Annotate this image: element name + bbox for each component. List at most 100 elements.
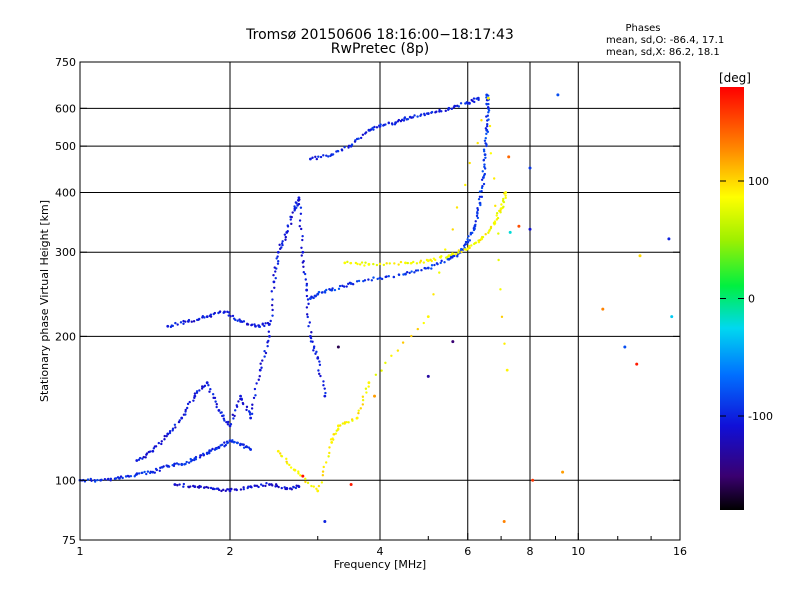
- data-point: [504, 191, 508, 194]
- data-point: [443, 261, 446, 264]
- data-point: [250, 407, 254, 410]
- data-point: [297, 472, 300, 475]
- data-point: [299, 206, 303, 209]
- data-point: [184, 320, 187, 323]
- data-point: [322, 465, 325, 469]
- data-point: [184, 413, 187, 416]
- data-point: [261, 322, 264, 325]
- data-point: [234, 318, 237, 322]
- data-point: [354, 139, 357, 142]
- data-point: [207, 384, 210, 387]
- data-point: [239, 394, 242, 398]
- data-point: [268, 322, 271, 326]
- data-point: [227, 314, 230, 317]
- data-point: [478, 195, 482, 199]
- data-point: [453, 254, 456, 258]
- data-point: [334, 432, 338, 435]
- phases-heading: Phases: [625, 23, 660, 34]
- data-point: [278, 243, 281, 247]
- data-point: [360, 261, 364, 264]
- data-point: [284, 238, 287, 241]
- data-point: [220, 489, 223, 493]
- data-point: [217, 445, 220, 449]
- data-point: [369, 128, 373, 131]
- data-point: [355, 416, 359, 420]
- data-point: [363, 264, 366, 267]
- data-point: [337, 427, 340, 430]
- data-point: [340, 148, 344, 151]
- data-point: [241, 443, 245, 446]
- data-point: [189, 485, 192, 488]
- phases-line-x: mean, sd,X: 86.2, 18.1: [606, 47, 720, 58]
- data-point: [349, 261, 353, 265]
- data-point: [250, 323, 254, 326]
- data-point: [528, 227, 532, 231]
- data-point: [409, 262, 413, 265]
- data-point: [484, 156, 487, 160]
- data-point: [135, 459, 139, 462]
- data-point: [508, 230, 512, 234]
- data-point: [254, 394, 257, 397]
- data-point: [229, 422, 233, 426]
- data-point: [390, 122, 394, 125]
- data-point: [670, 315, 674, 319]
- data-point: [397, 118, 401, 122]
- data-point: [463, 243, 467, 246]
- data-point: [447, 106, 451, 110]
- data-point: [273, 286, 276, 289]
- data-point: [227, 311, 231, 314]
- data-point: [345, 420, 348, 424]
- data-point: [460, 250, 463, 254]
- x-tick-label: 10: [571, 545, 585, 558]
- data-point: [483, 165, 486, 169]
- data-point: [174, 426, 177, 429]
- data-point: [309, 157, 312, 161]
- data-point: [457, 105, 461, 108]
- data-point: [384, 361, 387, 365]
- data-point: [303, 272, 307, 276]
- data-point: [263, 324, 266, 328]
- data-point: [355, 280, 359, 283]
- data-point: [341, 422, 345, 425]
- data-point: [143, 470, 146, 474]
- data-point: [247, 485, 250, 488]
- data-point: [357, 409, 360, 412]
- data-point: [217, 409, 221, 412]
- data-point: [561, 470, 565, 474]
- data-point: [202, 453, 206, 457]
- data-point: [450, 107, 454, 111]
- data-point: [480, 189, 483, 193]
- data-point: [146, 470, 150, 473]
- data-point: [292, 485, 295, 489]
- data-point: [494, 204, 497, 208]
- data-point: [280, 242, 284, 245]
- data-point: [199, 485, 203, 488]
- data-point: [149, 450, 152, 453]
- x-tick-label: 4: [377, 545, 384, 558]
- data-point: [475, 214, 479, 218]
- data-point: [293, 205, 296, 208]
- data-point: [307, 324, 310, 328]
- data-point: [351, 283, 355, 286]
- data-point: [307, 302, 310, 306]
- data-point: [328, 451, 331, 455]
- data-point: [414, 269, 418, 272]
- data-point: [289, 487, 292, 490]
- data-point: [487, 111, 490, 114]
- data-point: [315, 157, 319, 161]
- data-point: [135, 472, 139, 475]
- data-point: [299, 474, 302, 477]
- data-point: [328, 287, 331, 291]
- data-point: [257, 485, 260, 489]
- data-point: [426, 315, 430, 319]
- data-point: [237, 400, 240, 403]
- data-point: [173, 423, 177, 426]
- data-point: [432, 293, 435, 296]
- data-point: [309, 336, 313, 340]
- data-point: [365, 391, 368, 394]
- data-point: [489, 152, 493, 155]
- data-point: [667, 237, 671, 241]
- data-point: [195, 390, 199, 393]
- data-point: [301, 250, 305, 254]
- data-point: [528, 166, 532, 170]
